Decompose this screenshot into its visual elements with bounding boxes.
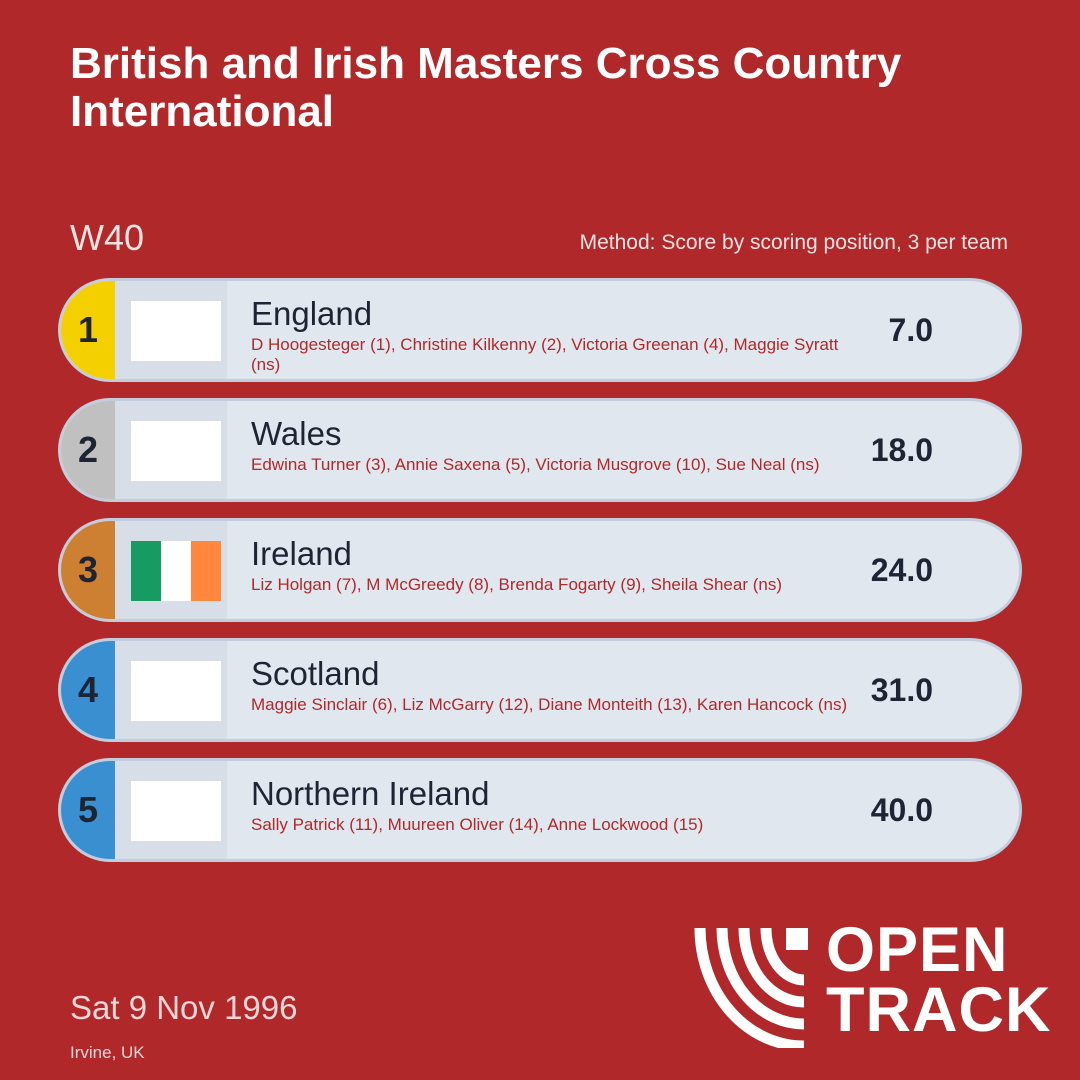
event-date: Sat 9 Nov 1996 (70, 989, 298, 1026)
category-label: W40 (70, 217, 145, 258)
position-badge: 5 (61, 761, 115, 859)
team-score: 31.0 (870, 671, 933, 708)
event-venue: Irvine, UK (70, 1043, 145, 1062)
position-badge: 2 (61, 401, 115, 499)
team-score: 18.0 (870, 431, 933, 468)
flag-green-stripe (131, 541, 161, 601)
page-title: British and Irish Masters Cross Country … (70, 39, 902, 136)
result-row: 3 Ireland Liz Holgan (7), M McGreedy (8)… (58, 518, 1022, 622)
team-name: Wales (251, 415, 342, 452)
team-name: Scotland (251, 655, 380, 692)
team-name: England (251, 295, 373, 332)
team-score: 7.0 (888, 311, 933, 348)
flag-orange-stripe (191, 541, 221, 601)
results-list: 1 England D Hoogesteger (1), Christine K… (58, 278, 1022, 878)
team-athletes: D Hoogesteger (1), Christine Kilkenny (2… (251, 335, 839, 374)
team-athletes: Maggie Sinclair (6), Liz McGarry (12), D… (251, 695, 848, 714)
opentrack-logo-icon (694, 927, 808, 1048)
position-badge: 1 (61, 281, 115, 379)
scoring-method: Method: Score by scoring position, 3 per… (579, 231, 1008, 254)
team-score: 24.0 (870, 551, 933, 588)
team-name: Ireland (251, 535, 352, 572)
team-score: 40.0 (870, 791, 933, 828)
flag-placeholder (131, 421, 221, 481)
flag-placeholder (131, 781, 221, 841)
result-row: 1 England D Hoogesteger (1), Christine K… (58, 278, 1022, 382)
result-row: 2 Wales Edwina Turner (3), Annie Saxena … (58, 398, 1022, 502)
result-row: 5 Northern Ireland Sally Patrick (11), M… (58, 758, 1022, 862)
team-name: Northern Ireland (251, 775, 490, 812)
team-athletes: Sally Patrick (11), Muureen Oliver (14),… (251, 815, 704, 834)
team-athletes: Liz Holgan (7), M McGreedy (8), Brenda F… (251, 575, 782, 594)
opentrack-wordmark: OPEN TRACK (826, 915, 1052, 1045)
flag-white-stripe (161, 541, 191, 601)
result-row: 4 Scotland Maggie Sinclair (6), Liz McGa… (58, 638, 1022, 742)
team-athletes: Edwina Turner (3), Annie Saxena (5), Vic… (251, 455, 820, 474)
flag-placeholder (131, 301, 221, 361)
ireland-flag (131, 541, 221, 601)
position-badge: 3 (61, 521, 115, 619)
position-badge: 4 (61, 641, 115, 739)
flag-placeholder (131, 661, 221, 721)
